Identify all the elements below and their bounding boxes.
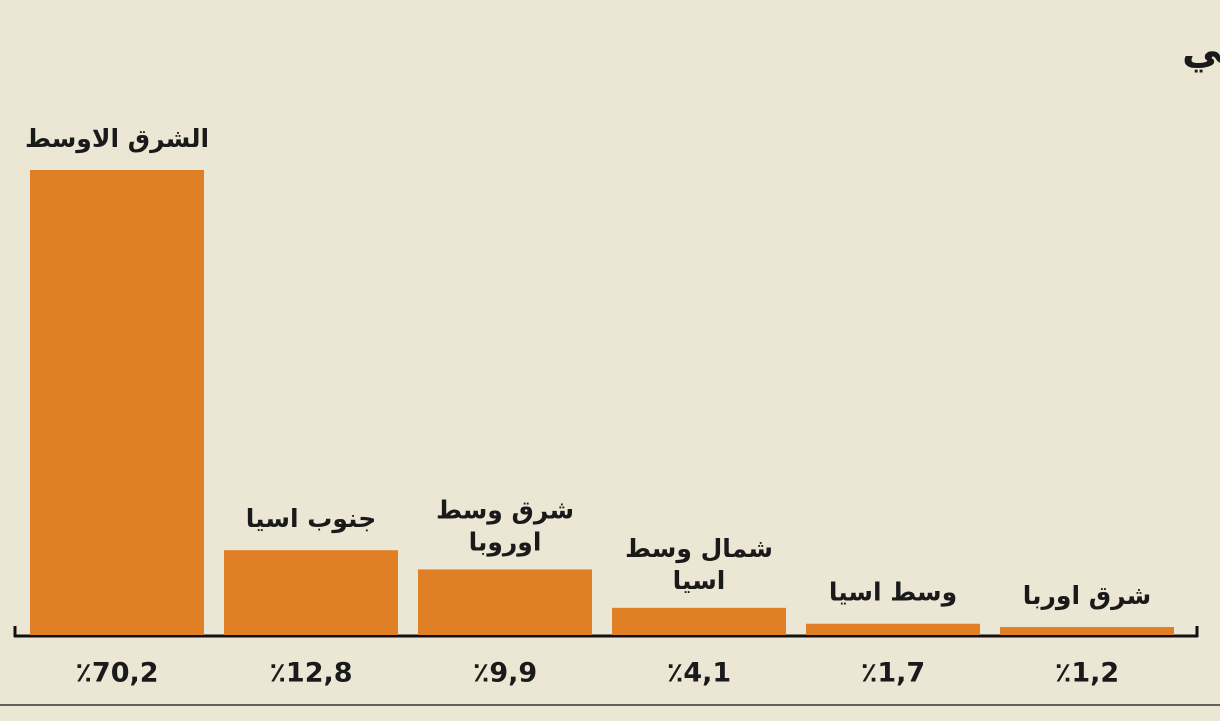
bar [1000,627,1174,635]
value-label: ٪1,2 [1055,658,1119,689]
category-label: شرق وسط [436,495,574,525]
value-label: ٪1,7 [861,658,925,689]
bar [418,569,592,635]
bar [806,623,980,635]
bar [30,170,204,635]
category-label: جنوب اسيا [246,504,376,534]
value-label: ٪70,2 [75,658,158,689]
category-label: الشرق الاوسط [25,124,209,154]
chart-title: توزيع السعة المقعدية لفلاي دبي [1182,27,1220,73]
bar [224,550,398,635]
value-label: ٪4,1 [667,658,731,689]
category-label: اسيا [673,566,726,595]
category-label: شرق اوربا [1023,581,1151,611]
category-label: اوروبا [469,527,542,557]
category-label: شمال وسط [625,534,773,564]
category-label: وسط اسيا [829,578,957,608]
value-label: ٪12,8 [269,658,352,689]
bar [612,607,786,635]
value-label: ٪9,9 [473,658,537,689]
